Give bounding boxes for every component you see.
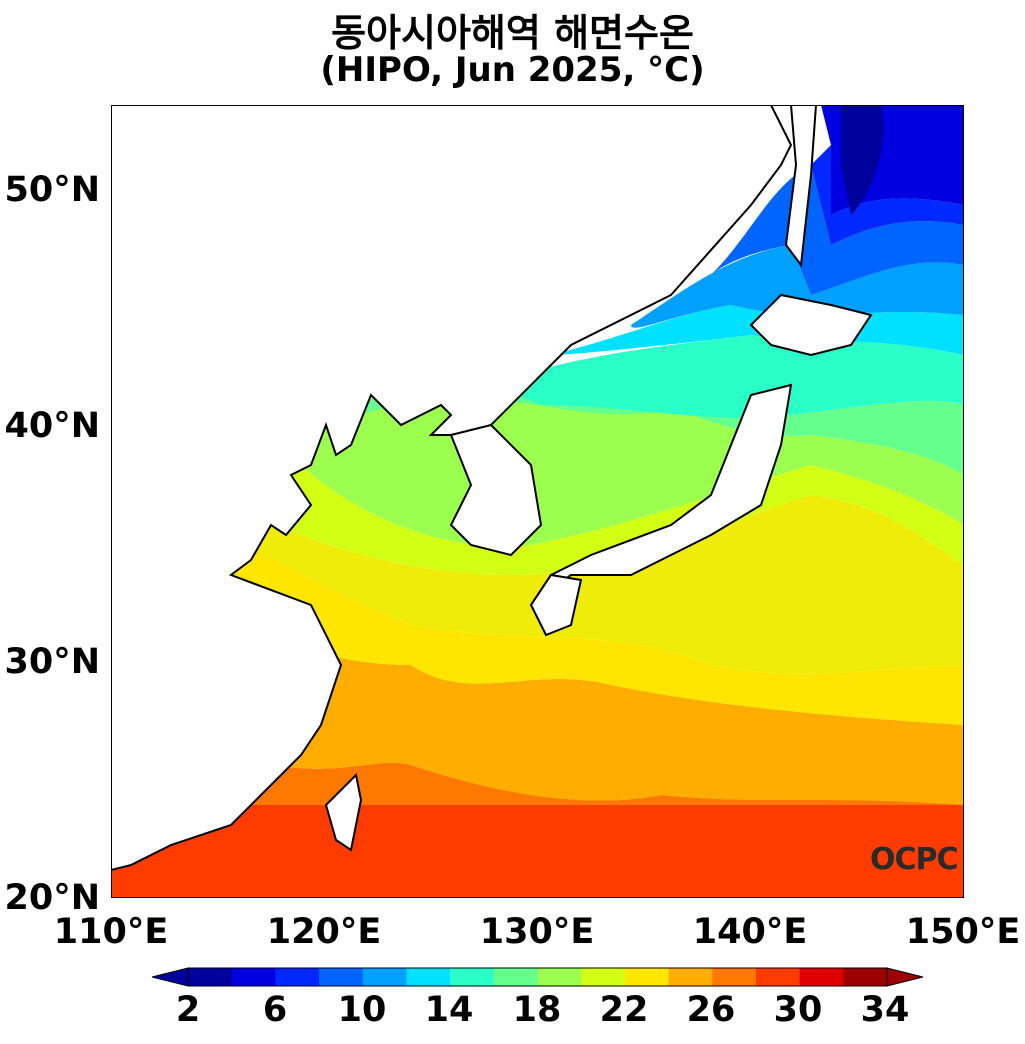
colorbar-label-14: 14 <box>424 990 474 1030</box>
colorbar-label-18: 18 <box>512 990 562 1030</box>
land-japan-hokkaido <box>749 293 873 357</box>
y-tick-40: 40°N <box>4 406 101 446</box>
colorbar-label-26: 26 <box>686 990 736 1030</box>
band-28 <box>111 665 964 805</box>
colorbar-swatch-15 <box>799 968 844 986</box>
colorbar-extend-low <box>151 967 189 987</box>
y-tick-20: 20°N <box>4 878 101 918</box>
band-2 <box>841 105 884 215</box>
colorbar-label-10: 10 <box>337 990 387 1030</box>
colorbar-swatch-10 <box>581 968 626 986</box>
land <box>111 105 873 872</box>
band-14 <box>491 335 964 418</box>
land-taiwan <box>324 772 363 852</box>
colorbar-label-22: 22 <box>599 990 649 1030</box>
land-sakhalin <box>784 105 818 268</box>
x-tick-120: 120°E <box>266 912 382 952</box>
colorbar-label-6: 6 <box>262 990 288 1030</box>
colorbar-swatch-4 <box>319 968 364 986</box>
band-10 <box>631 245 964 328</box>
x-tick-130: 130°E <box>479 912 595 952</box>
colorbar-label-34: 34 <box>860 990 910 1030</box>
colorbar-swatch-11 <box>624 968 670 986</box>
x-tick-140: 140°E <box>692 912 808 952</box>
colorbar-swatch-12 <box>668 968 713 986</box>
colorbar-swatch-13 <box>712 968 757 986</box>
colorbar-swatch-3 <box>275 968 320 986</box>
sst-map <box>111 105 964 898</box>
band-18 <box>271 365 964 547</box>
map-title: 동아시아해역 해면수온 <box>331 11 694 55</box>
colorbar-frame <box>187 967 888 987</box>
y-tick-30: 30°N <box>4 642 101 682</box>
y-tick-50: 50°N <box>4 170 101 210</box>
colorbar-extend-high <box>886 967 924 987</box>
band-6 <box>811 145 964 245</box>
land-korea-peninsula <box>449 423 543 557</box>
colorbar-swatch-14 <box>755 968 801 986</box>
colorbar-swatch-9 <box>537 968 582 986</box>
colorbar-swatch-2 <box>231 968 276 986</box>
x-tick-110: 110°E <box>53 912 169 952</box>
band-30 <box>111 805 964 898</box>
colorbar-label-2: 2 <box>175 990 201 1030</box>
band-20 <box>111 405 964 575</box>
band-26 <box>111 555 964 805</box>
ocpc-logo: OCPC <box>870 842 959 877</box>
colorbar-swatch-5 <box>362 968 407 986</box>
land-china-korea <box>111 105 793 872</box>
x-tick-150: 150°E <box>905 912 1021 952</box>
colorbar <box>151 967 924 987</box>
colorbar-swatch-7 <box>450 968 495 986</box>
colorbar-swatch-6 <box>406 968 451 986</box>
band-22 <box>111 425 964 674</box>
colorbar-swatch-1 <box>188 968 233 986</box>
colorbar-swatch-8 <box>493 968 538 986</box>
land-japan-kyushu <box>529 573 583 637</box>
map-subtitle: (HIPO, Jun 2025, °C) <box>320 50 705 90</box>
band-8 <box>711 165 964 295</box>
colorbar-swatch-16 <box>843 968 888 986</box>
colorbar-label-30: 30 <box>773 990 823 1030</box>
